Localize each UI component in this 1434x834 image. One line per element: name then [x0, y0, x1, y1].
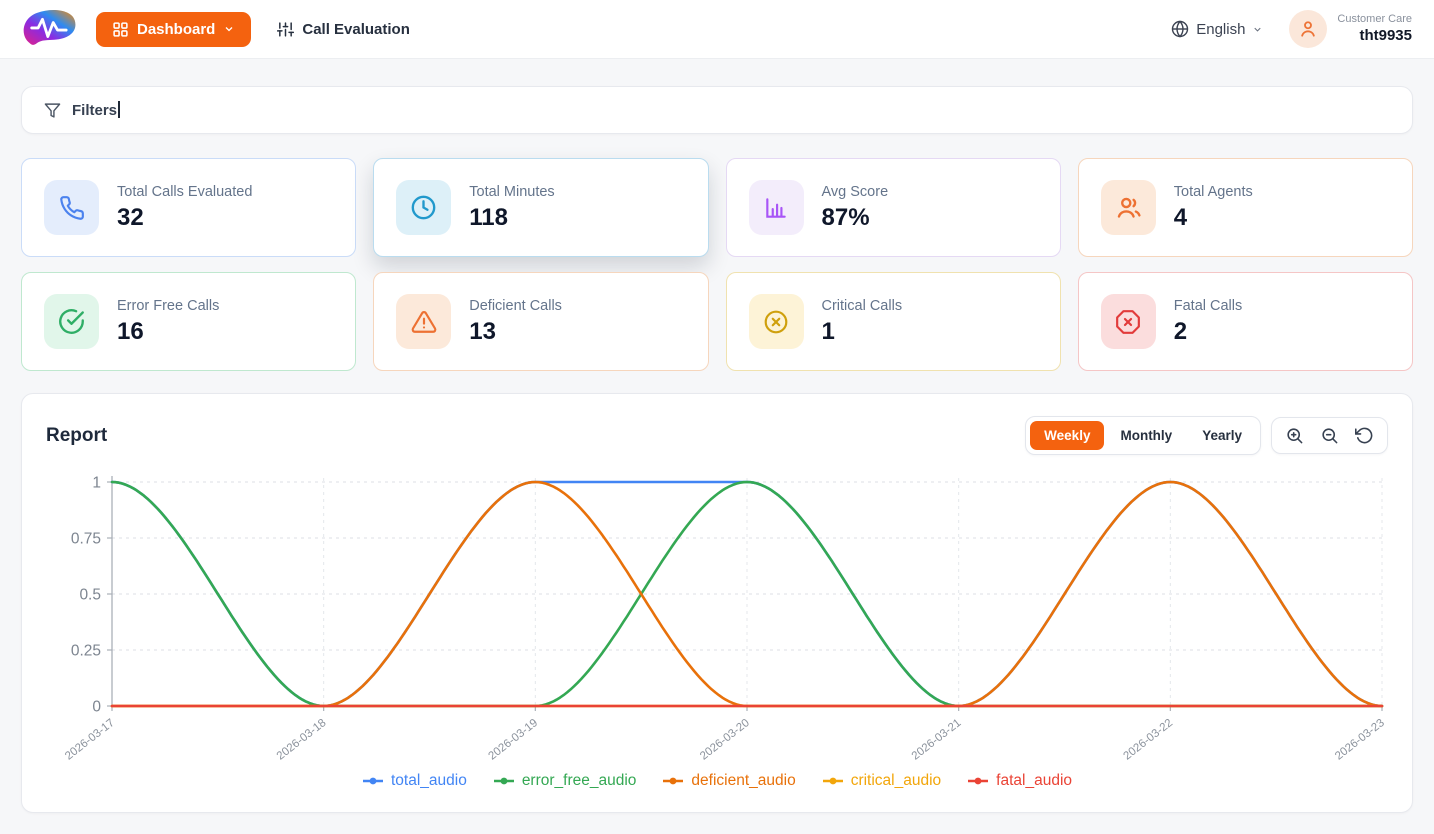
legend-marker-icon	[968, 777, 989, 785]
stat-label: Deficient Calls	[469, 297, 562, 314]
svg-text:0.5: 0.5	[79, 587, 101, 604]
report-panel: Report Weekly Monthly Yearly 0 0.25 0.5 0.7	[21, 393, 1413, 813]
phone-icon	[44, 180, 99, 235]
legend-item-critical_audio[interactable]: critical_audio	[822, 772, 941, 790]
legend-marker-icon	[663, 777, 684, 785]
legend-item-error_free_audio[interactable]: error_free_audio	[493, 772, 637, 790]
person-icon	[1301, 21, 1316, 37]
stat-value: 16	[117, 317, 144, 345]
stat-value: 2	[1173, 317, 1188, 345]
stat-label: Total Agents	[1173, 183, 1253, 200]
legend-item-total_audio[interactable]: total_audio	[362, 772, 467, 790]
svg-text:2026-03-23: 2026-03-23	[1333, 717, 1387, 763]
stat-value: 32	[117, 203, 144, 231]
bar-chart-icon	[748, 180, 804, 235]
line-chart-canvas[interactable]: 0 0.25 0.5 0.75 1 2026-03-17 2026-03-18 2026-03…	[46, 469, 1392, 765]
top-navbar: Dashboard Call Evaluation English	[0, 0, 1434, 59]
legend-item-deficient_audio[interactable]: deficient_audio	[662, 772, 796, 790]
stat-card-deficient-calls[interactable]: Deficient Calls 13	[373, 272, 709, 371]
tab-yearly[interactable]: Yearly	[1188, 421, 1256, 450]
filters-label: Filters	[72, 101, 120, 119]
svg-text:1: 1	[92, 475, 101, 492]
stat-card-total-calls-evaluated[interactable]: Total Calls Evaluated 32	[21, 158, 357, 257]
user-role: Customer Care	[1337, 12, 1412, 25]
users-icon	[1100, 180, 1156, 235]
reset-icon	[1355, 427, 1373, 444]
stat-label: Critical Calls	[821, 297, 903, 314]
legend-label: fatal_audio	[996, 772, 1073, 789]
globe-icon	[1172, 20, 1189, 38]
language-label: English	[1196, 20, 1246, 38]
svg-text:2026-03-22: 2026-03-22	[1121, 717, 1175, 763]
funnel-icon	[44, 102, 61, 118]
svg-text:2026-03-20: 2026-03-20	[698, 717, 752, 763]
report-title: Report	[46, 424, 108, 446]
stat-card-avg-score[interactable]: Avg Score 87%	[725, 158, 1061, 257]
user-profile[interactable]: Customer Care tht9935	[1289, 10, 1412, 48]
tab-monthly[interactable]: Monthly	[1106, 421, 1186, 450]
stat-value: 1	[821, 317, 835, 345]
alert-triangle-icon	[396, 294, 452, 349]
legend-label: critical_audio	[850, 772, 942, 789]
stat-label: Total Minutes	[469, 183, 555, 200]
report-chart[interactable]: 0 0.25 0.5 0.75 1 2026-03-17 2026-03-18 2026-03…	[46, 469, 1388, 790]
chevron-down-icon	[225, 27, 233, 32]
check-circle-icon	[44, 294, 99, 349]
stat-card-fatal-calls[interactable]: Fatal Calls 2	[1077, 272, 1413, 371]
stat-label: Avg Score	[821, 183, 889, 200]
stat-label: Error Free Calls	[117, 297, 220, 314]
svg-text:2026-03-18: 2026-03-18	[275, 717, 329, 763]
app-logo[interactable]	[22, 7, 80, 51]
stat-value: 13	[469, 317, 496, 345]
stats-grid: Total Calls Evaluated 32 Total Minutes 1…	[21, 158, 1413, 371]
legend-marker-icon	[822, 777, 843, 785]
legend-marker-icon	[362, 777, 383, 785]
legend-label: error_free_audio	[521, 772, 637, 789]
tab-weekly[interactable]: Weekly	[1030, 421, 1105, 450]
svg-text:2026-03-19: 2026-03-19	[486, 717, 540, 763]
text-caret	[118, 101, 120, 118]
stat-label: Fatal Calls	[1173, 297, 1243, 314]
stat-value: 118	[469, 203, 508, 231]
stat-value: 87%	[821, 203, 870, 231]
zoom-in-button[interactable]	[1285, 426, 1304, 445]
sliders-icon	[277, 21, 295, 37]
language-selector[interactable]: English	[1171, 20, 1263, 38]
nav-call-evaluation-label: Call Evaluation	[302, 20, 410, 38]
stat-value: 4	[1173, 203, 1188, 231]
voice-wave-logo-icon	[23, 10, 76, 45]
grid-icon	[113, 21, 128, 37]
svg-text:2026-03-17: 2026-03-17	[63, 717, 117, 763]
chevron-down-icon	[1254, 27, 1262, 32]
legend-marker-icon	[493, 777, 514, 785]
svg-text:0.25: 0.25	[71, 643, 101, 660]
avatar	[1289, 10, 1328, 48]
stat-card-error-free-calls[interactable]: Error Free Calls 16	[21, 272, 357, 371]
stat-card-total-minutes[interactable]: Total Minutes 118	[373, 158, 709, 257]
filters-bar[interactable]: Filters	[21, 86, 1413, 134]
reset-zoom-button[interactable]	[1355, 426, 1374, 445]
stat-card-total-agents[interactable]: Total Agents 4	[1077, 158, 1413, 257]
zoom-out-button[interactable]	[1320, 426, 1339, 445]
legend-item-fatal_audio[interactable]: fatal_audio	[967, 772, 1072, 790]
stat-label: Total Calls Evaluated	[117, 183, 253, 200]
nav-call-evaluation[interactable]: Call Evaluation	[277, 21, 410, 38]
dashboard-button[interactable]: Dashboard	[96, 11, 252, 47]
chart-zoom-controls	[1271, 417, 1388, 454]
svg-text:0.75: 0.75	[71, 531, 101, 548]
dashboard-button-label: Dashboard	[137, 20, 216, 38]
report-period-tabs: Weekly Monthly Yearly	[1025, 416, 1261, 455]
x-octagon-icon	[1100, 294, 1156, 349]
legend-label: deficient_audio	[691, 772, 796, 789]
svg-text:0: 0	[92, 699, 101, 716]
zoom-out-icon	[1322, 428, 1338, 444]
clock-icon	[396, 180, 452, 235]
legend-label: total_audio	[390, 772, 467, 789]
x-circle-icon	[748, 294, 804, 349]
svg-text:2026-03-21: 2026-03-21	[910, 717, 964, 763]
user-name: tht9935	[1359, 26, 1412, 44]
stat-card-critical-calls[interactable]: Critical Calls 1	[725, 272, 1061, 371]
zoom-in-icon	[1287, 428, 1303, 444]
chart-legend: total_audio error_free_audio deficient_aud…	[46, 772, 1388, 790]
